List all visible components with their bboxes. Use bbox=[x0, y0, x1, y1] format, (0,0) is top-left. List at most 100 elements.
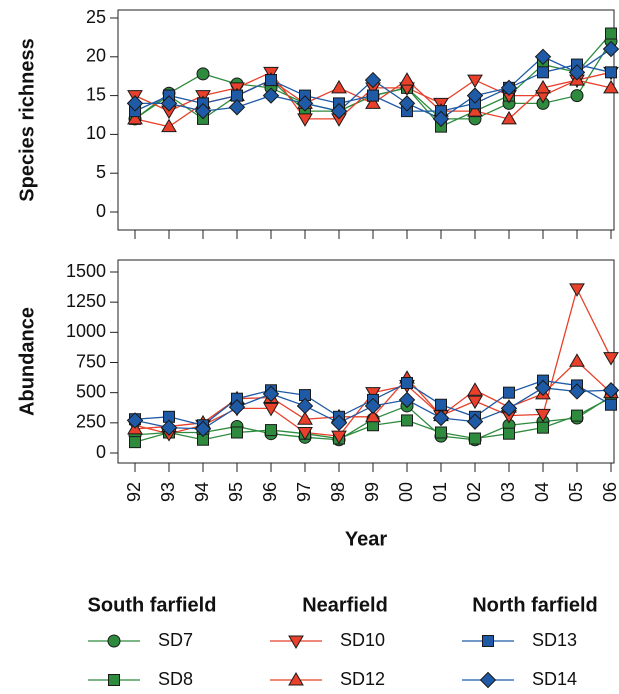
data-point bbox=[367, 89, 379, 102]
y-axis-label: Abundance bbox=[16, 307, 38, 416]
legend-label: SD10 bbox=[340, 630, 385, 650]
legend-label: SD8 bbox=[158, 669, 193, 689]
data-point bbox=[602, 382, 619, 399]
x-tick-label: 03 bbox=[498, 482, 518, 502]
data-point bbox=[297, 426, 313, 441]
data-point bbox=[503, 386, 515, 399]
x-tick-label: 99 bbox=[362, 482, 382, 502]
data-point bbox=[432, 110, 450, 128]
data-point bbox=[194, 420, 212, 438]
y-tick-label: 1000 bbox=[66, 321, 106, 341]
data-point bbox=[365, 387, 381, 401]
data-point bbox=[161, 118, 177, 133]
y-tick-label: 250 bbox=[76, 412, 106, 432]
plot-frame bbox=[117, 259, 615, 464]
data-point bbox=[569, 283, 585, 297]
data-point bbox=[469, 432, 481, 445]
x-tick-label: 05 bbox=[566, 482, 586, 502]
x-tick-label: 00 bbox=[396, 482, 416, 502]
data-point bbox=[126, 95, 144, 112]
legend-marker bbox=[108, 674, 120, 686]
data-point bbox=[401, 414, 413, 427]
data-point bbox=[602, 40, 619, 58]
data-point bbox=[568, 383, 586, 400]
data-point bbox=[160, 419, 178, 436]
data-point bbox=[435, 426, 447, 439]
y-tick-label: 20 bbox=[86, 46, 106, 66]
x-tick-label: 94 bbox=[192, 482, 212, 502]
data-point bbox=[228, 99, 246, 116]
data-point bbox=[467, 103, 483, 117]
data-point bbox=[331, 430, 347, 445]
data-point bbox=[467, 382, 483, 396]
x-tick-label: 04 bbox=[532, 482, 552, 502]
data-point bbox=[537, 66, 549, 79]
y-tick-label: 750 bbox=[76, 351, 106, 371]
data-point bbox=[330, 102, 348, 120]
data-point bbox=[297, 411, 313, 425]
y-tick-label: 10 bbox=[86, 123, 106, 143]
legend-label: SD14 bbox=[532, 669, 577, 689]
x-tick-label: 06 bbox=[600, 482, 619, 502]
x-tick-label: 96 bbox=[260, 482, 280, 502]
data-point bbox=[296, 95, 314, 112]
x-tick-label: 02 bbox=[464, 482, 484, 502]
data-point bbox=[196, 67, 210, 81]
y-tick-label: 5 bbox=[96, 162, 106, 182]
data-point bbox=[364, 71, 382, 89]
y-tick-label: 0 bbox=[96, 442, 106, 462]
data-point bbox=[365, 408, 381, 423]
data-point bbox=[500, 79, 518, 97]
data-point bbox=[535, 79, 551, 94]
data-point bbox=[467, 395, 483, 410]
legend-marker bbox=[482, 635, 494, 647]
x-tick-label: 01 bbox=[430, 482, 450, 502]
data-point bbox=[194, 102, 212, 120]
data-point bbox=[398, 391, 416, 409]
data-point bbox=[127, 110, 143, 125]
x-tick-label: 97 bbox=[294, 482, 314, 502]
legend-label: SD7 bbox=[158, 630, 193, 650]
legend-group-title: North farfield bbox=[472, 594, 598, 616]
data-point bbox=[126, 412, 144, 429]
legend-label: SD13 bbox=[532, 630, 577, 650]
y-tick-label: 1500 bbox=[66, 261, 106, 281]
data-point bbox=[296, 397, 314, 415]
data-point bbox=[265, 424, 277, 437]
data-point bbox=[535, 408, 551, 423]
legend-group-title: South farfield bbox=[88, 594, 217, 616]
data-point bbox=[401, 377, 413, 390]
data-point bbox=[330, 414, 348, 432]
data-point bbox=[265, 74, 277, 87]
plot-frame bbox=[117, 9, 615, 231]
data-point bbox=[365, 95, 381, 109]
data-point bbox=[231, 426, 243, 439]
data-point bbox=[364, 397, 382, 415]
data-point bbox=[534, 379, 552, 397]
data-point bbox=[262, 385, 280, 403]
x-tick-label: 93 bbox=[158, 482, 178, 502]
x-tick-label: 98 bbox=[328, 482, 348, 502]
data-point bbox=[129, 436, 141, 449]
data-point bbox=[534, 48, 552, 66]
legend-group-title: Nearfield bbox=[302, 594, 388, 616]
legend-marker bbox=[107, 634, 121, 648]
data-point bbox=[467, 74, 483, 89]
data-point bbox=[503, 427, 515, 440]
legend-label: SD12 bbox=[340, 669, 385, 689]
data-point bbox=[466, 87, 484, 104]
data-point bbox=[568, 64, 586, 81]
data-point bbox=[605, 66, 617, 79]
x-tick-label: 92 bbox=[124, 482, 144, 502]
y-tick-label: 0 bbox=[96, 201, 106, 221]
legend-marker bbox=[479, 671, 497, 689]
data-point bbox=[160, 95, 178, 112]
data-point bbox=[500, 400, 518, 417]
data-point bbox=[603, 352, 619, 366]
y-tick-label: 500 bbox=[76, 381, 106, 401]
y-tick-label: 15 bbox=[86, 84, 106, 104]
y-tick-label: 25 bbox=[86, 7, 106, 27]
x-axis-label: Year bbox=[345, 528, 387, 550]
data-point bbox=[603, 79, 619, 94]
